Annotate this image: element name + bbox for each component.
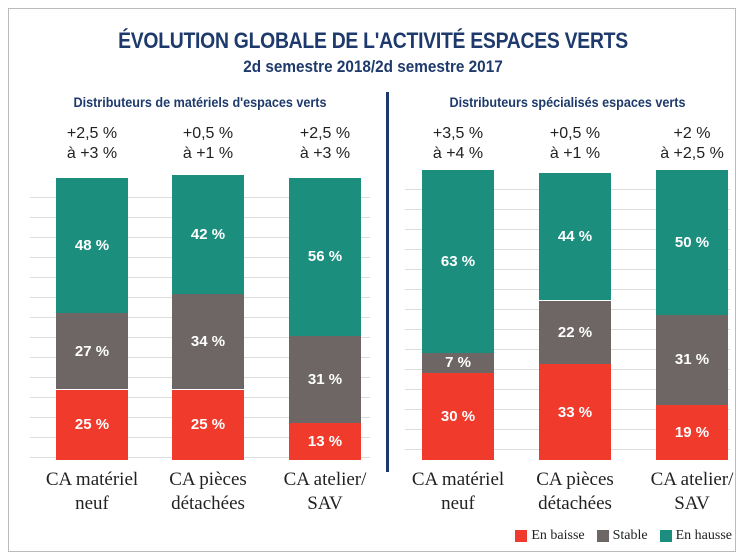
bar-segment: 27 % xyxy=(56,313,128,390)
range-label: à +1 % xyxy=(549,145,601,162)
panel-title: Distributeurs spécialisés espaces verts xyxy=(449,94,686,110)
value-label: 56 % xyxy=(307,248,343,266)
range-label: +0,5 % xyxy=(549,125,601,142)
category-label: SAV xyxy=(674,493,710,514)
legend-label: En hausse xyxy=(675,528,732,543)
value-label: 13 % xyxy=(307,433,343,451)
bar-segment: 50 % xyxy=(656,170,728,315)
range-label: à +2,5 % xyxy=(660,145,724,162)
range-label: à +3 % xyxy=(299,145,351,162)
bar-segment: 30 % xyxy=(422,373,494,460)
category-label: détachées xyxy=(171,493,245,514)
bar-segment: 22 % xyxy=(539,300,611,365)
frame xyxy=(8,8,736,552)
bar-segment: 25 % xyxy=(172,389,244,460)
legend-item: En baisse xyxy=(515,528,585,544)
value-label: 31 % xyxy=(674,351,710,369)
category-label: CA matériel xyxy=(411,469,505,490)
bar-segment: 34 % xyxy=(172,293,244,390)
bar-segment: 42 % xyxy=(172,175,244,294)
category-label: détachées xyxy=(538,493,612,514)
category-label: CA matériel xyxy=(45,469,139,490)
value-label: 50 % xyxy=(674,234,710,251)
value-label: 44 % xyxy=(557,228,593,246)
value-label: 63 % xyxy=(440,252,476,270)
legend-item: Stable xyxy=(596,528,648,544)
value-label: 19 % xyxy=(674,423,710,441)
category-label: CA atelier/ xyxy=(650,469,734,490)
range-label: +2,5 % xyxy=(299,125,351,142)
range-label: +2 % xyxy=(673,125,711,142)
value-label: 7 % xyxy=(445,354,471,372)
range-label: +0,5 % xyxy=(182,125,234,142)
legend-swatch xyxy=(515,530,528,542)
range-label: à +1 % xyxy=(182,145,234,162)
legend-item: En hausse xyxy=(659,528,732,544)
legend-swatch xyxy=(596,530,609,542)
bar-segment: 63 % xyxy=(422,170,494,353)
value-label: 42 % xyxy=(190,225,226,243)
category-label: CA pièces xyxy=(169,469,247,490)
bar-segment: 33 % xyxy=(539,364,611,460)
bar-segment: 56 % xyxy=(289,178,361,336)
bar-segment: 31 % xyxy=(289,335,361,424)
value-label: 25 % xyxy=(74,416,110,434)
category-label: SAV xyxy=(307,493,343,514)
category-label: CA pièces xyxy=(536,469,614,490)
value-label: 25 % xyxy=(190,416,226,434)
subtitle: 2d semestre 2018/2d semestre 2017 xyxy=(243,57,503,76)
bar-segment: 48 % xyxy=(56,178,128,314)
range-label: à +3 % xyxy=(66,145,118,162)
value-label: 30 % xyxy=(440,408,476,425)
title: ÉVOLUTION GLOBALE DE L'ACTIVITÉ ESPACES … xyxy=(118,28,628,53)
value-label: 31 % xyxy=(307,371,343,389)
bar-segment: 7 % xyxy=(422,352,494,373)
legend-label: En baisse xyxy=(531,528,585,543)
panel-title: Distributeurs de matériels d'espaces ver… xyxy=(73,94,327,110)
legend-label: Stable xyxy=(612,528,648,543)
bar-segment: 31 % xyxy=(656,315,728,405)
value-label: 48 % xyxy=(74,237,110,255)
range-label: à +4 % xyxy=(432,145,484,162)
category-label: neuf xyxy=(75,493,109,514)
category-label: neuf xyxy=(441,493,475,514)
divider xyxy=(386,92,389,472)
bar-segment: 19 % xyxy=(656,404,728,460)
category-label: CA atelier/ xyxy=(283,469,367,490)
range-label: +3,5 % xyxy=(432,125,484,142)
bar-segment: 44 % xyxy=(539,172,611,301)
value-label: 27 % xyxy=(74,342,110,360)
value-label: 22 % xyxy=(557,323,593,341)
bar-segment: 13 % xyxy=(289,423,361,460)
value-label: 33 % xyxy=(557,403,593,421)
legend: En baisse Stable En hausse xyxy=(515,528,732,544)
bar-segment: 25 % xyxy=(56,389,128,460)
legend-swatch xyxy=(659,530,672,542)
value-label: 34 % xyxy=(190,333,226,351)
range-label: +2,5 % xyxy=(66,125,118,142)
